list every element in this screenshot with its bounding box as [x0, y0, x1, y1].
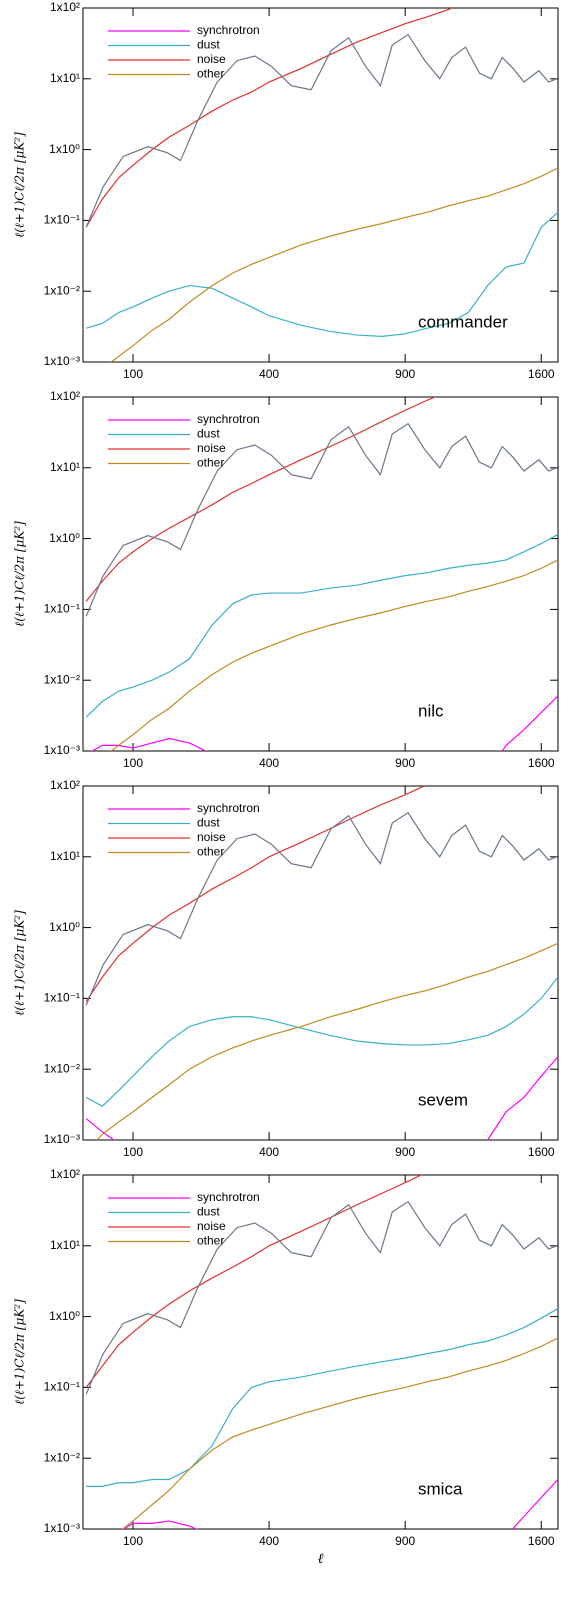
series-line: [85, 786, 426, 1002]
y-tick-label: 1x10⁻³: [44, 354, 80, 368]
series-line: [121, 1337, 558, 1529]
series-line: [85, 1200, 557, 1395]
y-tick-label: 1x10⁰: [49, 920, 80, 934]
x-tick-label: 100: [123, 367, 143, 381]
x-axis-label: ℓ: [318, 1551, 324, 1567]
plot-area: [85, 1175, 558, 1529]
y-tick-label: 1x10⁻¹: [44, 213, 80, 227]
y-tick-label: 1x10⁻³: [44, 743, 80, 757]
series-line: [85, 422, 557, 617]
legend-label: dust: [197, 816, 220, 830]
series-line: [90, 695, 558, 751]
plot-frame: [82, 785, 559, 1141]
series-line: [85, 33, 557, 228]
y-tick-label: 1x10²: [50, 778, 80, 792]
x-tick-label: 900: [395, 367, 415, 381]
x-tick-label: 900: [395, 756, 415, 770]
y-tick-label: 1x10⁻²: [44, 672, 80, 686]
series-line: [85, 8, 453, 228]
annotation: smica: [418, 1479, 463, 1498]
x-tick-label: 400: [259, 1534, 279, 1548]
annotation: commander: [418, 312, 508, 331]
y-tick-label: 1x10¹: [50, 1238, 80, 1252]
legend-label: dust: [197, 1205, 220, 1219]
legend-label: other: [197, 1234, 224, 1248]
y-tick-label: 1x10⁻³: [44, 1132, 80, 1146]
x-tick-label: 900: [395, 1534, 415, 1548]
annotation: nilc: [418, 701, 444, 720]
x-tick-label: 100: [123, 1145, 143, 1159]
x-tick-label: 100: [123, 756, 143, 770]
series-line: [85, 1056, 558, 1140]
series-line: [86, 1308, 558, 1487]
legend-label: other: [197, 456, 224, 470]
legend-label: synchrotron: [197, 23, 260, 37]
y-tick-label: 1x10⁻²: [44, 1061, 80, 1075]
y-tick-label: 1x10¹: [50, 71, 80, 85]
y-tick-label: 1x10⁰: [49, 531, 80, 545]
x-tick-label: 400: [259, 1145, 279, 1159]
x-tick-label: 400: [259, 756, 279, 770]
series-line: [85, 533, 558, 718]
series-line: [122, 1479, 558, 1529]
y-tick-label: 1x10¹: [50, 460, 80, 474]
annotation: sevem: [418, 1090, 468, 1109]
plot-area: [85, 786, 558, 1140]
series-line: [85, 397, 437, 602]
legend-label: noise: [197, 830, 226, 844]
series-line: [110, 167, 558, 362]
legend-label: noise: [197, 441, 226, 455]
x-tick-label: 400: [259, 367, 279, 381]
series-line: [110, 559, 558, 751]
x-tick-label: 900: [395, 1145, 415, 1159]
x-tick-label: 100: [123, 1534, 143, 1548]
legend-label: dust: [197, 427, 220, 441]
plot-frame: [82, 1174, 559, 1530]
legend-label: synchrotron: [197, 801, 260, 815]
plot-frame: [82, 7, 559, 363]
plot-area: [85, 397, 558, 751]
x-tick-label: 1600: [528, 756, 555, 770]
x-tick-label: 1600: [528, 367, 555, 381]
y-axis-label: ℓ(ℓ+1)Cℓ/2π [μK²]: [13, 1299, 27, 1405]
y-tick-label: 1x10²: [50, 1167, 80, 1181]
y-tick-label: 1x10²: [50, 389, 80, 403]
legend-label: dust: [197, 38, 220, 52]
legend-label: other: [197, 845, 224, 859]
y-tick-label: 1x10⁻¹: [44, 1380, 80, 1394]
y-axis-label: ℓ(ℓ+1)Cℓ/2π [μK²]: [13, 521, 27, 627]
legend-label: synchrotron: [197, 1190, 260, 1204]
legend-label: synchrotron: [197, 412, 260, 426]
y-tick-label: 1x10⁰: [49, 142, 80, 156]
y-tick-label: 1x10⁻¹: [44, 991, 80, 1005]
y-tick-label: 1x10⁻³: [44, 1521, 80, 1535]
y-tick-label: 1x10²: [50, 0, 80, 14]
y-tick-label: 1x10⁻²: [44, 283, 80, 297]
series-line: [85, 976, 558, 1107]
series-line: [85, 1175, 423, 1388]
series-line: [85, 811, 557, 1006]
legend-label: noise: [197, 1219, 226, 1233]
legend-label: other: [197, 67, 224, 81]
y-tick-label: 1x10⁻²: [44, 1450, 80, 1464]
plot-frame: [82, 396, 559, 752]
series-line: [96, 942, 558, 1140]
x-tick-label: 1600: [528, 1534, 555, 1548]
y-tick-label: 1x10¹: [50, 849, 80, 863]
series-line: [86, 211, 558, 337]
x-tick-label: 1600: [528, 1145, 555, 1159]
y-axis-label: ℓ(ℓ+1)Cℓ/2π [μK²]: [13, 132, 27, 238]
legend-label: noise: [197, 52, 226, 66]
plot-area: [85, 8, 558, 362]
y-tick-label: 1x10⁻¹: [44, 602, 80, 616]
y-tick-label: 1x10⁰: [49, 1309, 80, 1323]
y-axis-label: ℓ(ℓ+1)Cℓ/2π [μK²]: [13, 910, 27, 1016]
